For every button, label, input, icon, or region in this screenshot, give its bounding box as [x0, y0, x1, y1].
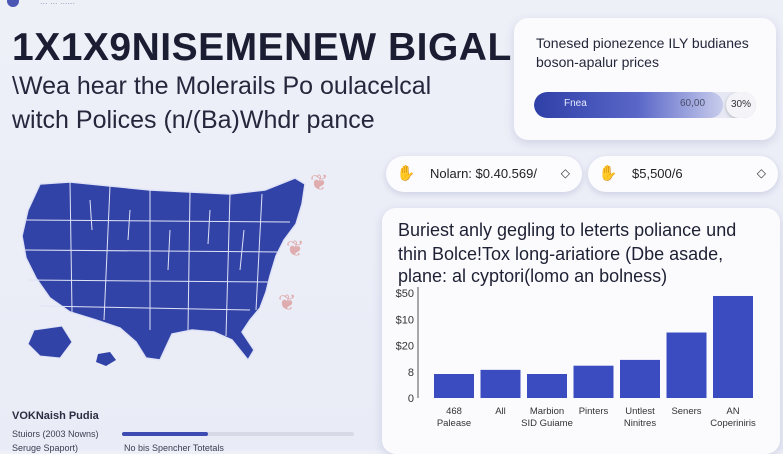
- y-tick-label: $20: [396, 341, 414, 353]
- x-tick-label: Palease: [437, 418, 471, 429]
- price-pill-1-toggle-icon[interactable]: ◇: [560, 166, 570, 180]
- state-borders: [23, 181, 291, 337]
- y-tick-label: $10: [396, 314, 414, 326]
- price-slider-mid-label: 60,00: [680, 98, 706, 109]
- chart-bar: [620, 359, 660, 398]
- chart-bar: [527, 374, 567, 398]
- us-map-shape: [21, 177, 306, 362]
- price-slider-fill: [534, 92, 723, 118]
- price-pill-1[interactable]: ✋ Nolarn: $0.40.569/ ◇: [386, 156, 582, 192]
- chart-bar: [713, 295, 753, 398]
- stamp-icon: ❦: [278, 290, 297, 315]
- map-legend-line-c: No bis Spencher Totetals: [124, 443, 224, 453]
- y-tick-label: 0: [408, 393, 414, 405]
- price-card-line-2: boson-apalur prices: [536, 54, 659, 70]
- chart-bar: [573, 365, 614, 398]
- chart-bar: [434, 374, 474, 398]
- top-bar-text: ... ... ......: [40, 0, 76, 6]
- hand-icon: ✋: [396, 165, 416, 182]
- x-tick-label: Seners: [671, 406, 701, 417]
- map-legend-progress-fill: [122, 432, 208, 436]
- x-tick-label: Untlest: [625, 406, 655, 417]
- price-pill-2[interactable]: ✋ $5,500/6 ◇: [588, 156, 778, 192]
- price-slider-left-label: Fnea: [564, 98, 587, 109]
- alaska-shape: [27, 325, 73, 359]
- page-subtitle-line-2: witch Polices (n/(Ba)Whdr pance: [12, 106, 375, 134]
- price-pill-1-label: Nolarn: $0.40.569/: [430, 166, 537, 181]
- x-tick-label: Marbion: [530, 406, 564, 417]
- hawaii-shape: [96, 352, 116, 366]
- price-card-line-1: Tonesed pionezence ILY budianes: [536, 35, 749, 51]
- price-slider[interactable]: Fnea 60,00 30%: [534, 92, 756, 118]
- chart-title-line-3: plane: al cyptori(lomo an bolness): [398, 266, 668, 286]
- us-map: [21, 177, 306, 366]
- y-tick-label: 8: [408, 367, 414, 379]
- chart-title-line-1: Buriest anly gegling to leterts poliance…: [398, 220, 737, 240]
- stamp-icon: ❦: [286, 236, 305, 261]
- price-pill-2-label: $5,500/6: [632, 166, 683, 181]
- stamp-icon: ❦: [310, 170, 329, 195]
- x-tick-label: Coperiniris: [710, 418, 756, 429]
- y-tick-label: $50: [396, 288, 414, 300]
- x-tick-label: All: [495, 406, 506, 417]
- x-tick-label: 468: [446, 406, 462, 417]
- x-tick-label: AN: [726, 406, 739, 417]
- chart-card: Buriest anly gegling to leterts poliance…: [382, 208, 780, 454]
- chart-title-line-2: thin Bolce!Tox long-ariatiore (Dbe asade…: [398, 244, 724, 264]
- top-bar: ... ... ......: [0, 0, 783, 14]
- hand-icon: ✋: [598, 165, 618, 182]
- map-legend-progress: [122, 432, 354, 436]
- page-title: 1X1X9NISEMENEW BIGAL: [12, 26, 512, 69]
- x-tick-label: SID Guiame: [521, 418, 573, 429]
- app-logo-icon: [7, 0, 19, 7]
- x-tick-label: Ninitres: [624, 418, 656, 429]
- map-legend-line-a: Stuiors (2003 Nowns): [12, 429, 99, 439]
- chart-bar: [480, 369, 521, 398]
- price-card: Tonesed pionezence ILY budianes boson-ap…: [514, 18, 776, 140]
- map-legend-line-b: Seruge Spaport): [12, 443, 79, 453]
- chart-bar: [666, 332, 707, 398]
- map-legend-title: VOKNaish Pudia: [12, 410, 99, 422]
- price-slider-handle[interactable]: 30%: [726, 92, 756, 118]
- x-tick-label: Pinters: [579, 406, 609, 417]
- page-subtitle-line-1: \Wea hear the Molerails Po oulacelcal: [12, 72, 432, 100]
- price-pill-2-toggle-icon[interactable]: ◇: [756, 166, 766, 180]
